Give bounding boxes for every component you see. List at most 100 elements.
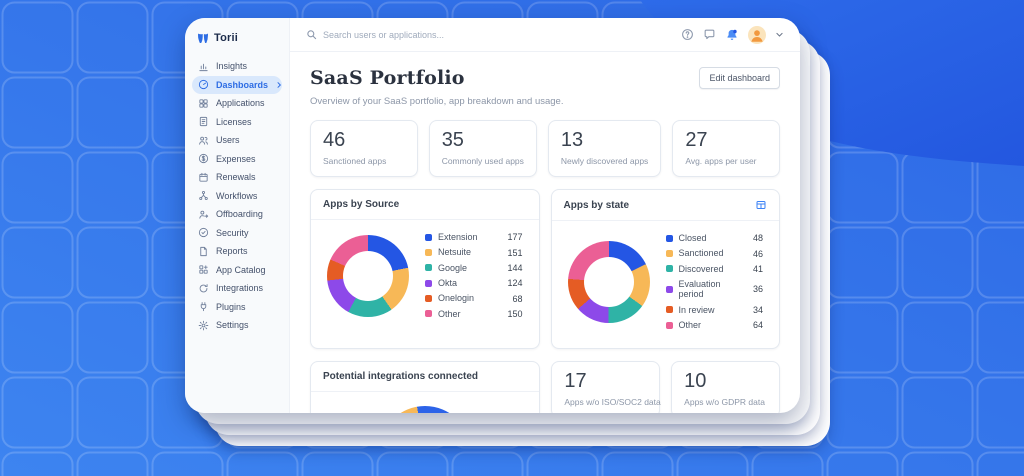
catalog-grid-plus-icon xyxy=(198,264,209,275)
sidebar-item-licenses[interactable]: Licenses xyxy=(192,113,282,132)
app-window-stack: Torii Insights Dashboards xyxy=(185,18,830,446)
apps-by-source-donut[interactable] xyxy=(327,234,409,317)
card-title: Apps by state xyxy=(563,199,630,211)
shield-check-icon xyxy=(198,227,209,238)
sidebar-nav: Insights Dashboards xyxy=(185,55,289,337)
gauge-icon xyxy=(198,79,209,90)
sidebar-item-security[interactable]: Security xyxy=(192,224,282,243)
stat-value: 10 xyxy=(684,370,707,392)
legend-item[interactable]: Other 150 xyxy=(425,309,523,319)
chat-icon[interactable] xyxy=(703,28,716,41)
legend-item[interactable]: Netsuite 151 xyxy=(425,247,523,258)
chart-body: Extension 177 Netsuite 151 xyxy=(311,220,539,329)
legend-swatch xyxy=(665,306,673,314)
sidebar-item-label: Expenses xyxy=(216,153,256,164)
sidebar-item-plugins[interactable]: Plugins xyxy=(192,298,282,317)
sidebar-item-reports[interactable]: Reports xyxy=(192,242,282,261)
sidebar-item-offboarding[interactable]: Offboarding xyxy=(192,205,282,224)
legend-item[interactable]: Discovered 41 xyxy=(665,264,763,274)
charts-row: Apps by Source Extension xyxy=(310,189,780,349)
sidebar-item-label: Applications xyxy=(216,98,265,109)
apps-by-state-donut[interactable] xyxy=(567,240,650,323)
sidebar-item-expenses[interactable]: Expenses xyxy=(192,150,282,169)
chart-body xyxy=(311,392,539,413)
torii-logo-icon xyxy=(196,31,210,45)
stat-value: 17 xyxy=(564,370,587,392)
donut-hole xyxy=(583,256,634,307)
sidebar-item-insights[interactable]: Insights xyxy=(192,57,282,76)
stat-card-commonly-used-apps[interactable]: 35 Commonly used apps xyxy=(428,120,537,177)
legend-item[interactable]: Other 64 xyxy=(665,320,763,330)
chevron-down-icon[interactable] xyxy=(775,30,784,39)
legend-swatch xyxy=(665,265,673,273)
main-area: SaaS Portfolio Edit dashboard Overview o… xyxy=(290,18,800,413)
page-title: SaaS Portfolio xyxy=(310,67,465,89)
legend-swatch xyxy=(425,233,432,241)
legend-swatch xyxy=(425,249,432,257)
sidebar-item-applications[interactable]: Applications xyxy=(192,94,282,113)
stat-label: Avg. apps per user xyxy=(685,156,757,166)
donut-hole xyxy=(343,250,393,301)
sidebar-item-label: Security xyxy=(216,227,249,238)
stat-card-newly-discovered-apps[interactable]: 13 Newly discovered apps xyxy=(547,120,662,177)
sidebar-item-app-catalog[interactable]: App Catalog xyxy=(192,261,282,280)
sidebar-item-workflows[interactable]: Workflows xyxy=(192,187,282,206)
stat-card-apps-wo-iso-soc2[interactable]: 17 Apps w/o ISO/SOC2 data xyxy=(551,361,661,413)
help-icon[interactable] xyxy=(681,28,694,41)
chart-legend: Closed 48 Sanctioned 46 xyxy=(665,233,766,330)
sidebar-item-label: Workflows xyxy=(216,190,258,201)
legend-swatch xyxy=(425,310,432,318)
legend-item[interactable]: Google 144 xyxy=(425,263,523,273)
legend-swatch xyxy=(665,285,673,293)
stat-label: Apps w/o ISO/SOC2 data xyxy=(564,397,661,407)
potential-integrations-card: Potential integrations connected xyxy=(310,361,541,413)
bar-chart-icon xyxy=(198,61,209,72)
legend-item[interactable]: Extension 177 xyxy=(425,232,523,242)
plug-icon xyxy=(198,301,209,312)
apps-by-state-card: Apps by state xyxy=(550,189,780,349)
card-header: Apps by Source xyxy=(311,190,539,220)
dollar-circle-icon xyxy=(198,153,209,164)
sidebar-item-label: Licenses xyxy=(216,116,252,127)
legend-item[interactable]: Okta 124 xyxy=(425,278,523,288)
sidebar-item-label: Dashboards xyxy=(216,79,269,90)
search-input[interactable] xyxy=(323,29,513,40)
edit-dashboard-button[interactable]: Edit dashboard xyxy=(699,67,780,89)
legend-item[interactable]: Evaluation period 36 xyxy=(665,279,763,300)
search-icon xyxy=(306,29,317,40)
sidebar-item-label: Insights xyxy=(216,61,248,72)
legend-swatch xyxy=(665,234,673,242)
users-icon xyxy=(198,135,209,146)
legend-swatch xyxy=(665,321,673,329)
dashboard-content: SaaS Portfolio Edit dashboard Overview o… xyxy=(290,52,800,413)
sidebar-item-users[interactable]: Users xyxy=(192,131,282,150)
sidebar-item-renewals[interactable]: Renewals xyxy=(192,168,282,187)
brand-logo[interactable]: Torii xyxy=(185,18,289,55)
sidebar-item-settings[interactable]: Settings xyxy=(192,316,282,335)
stat-card-sanctioned-apps[interactable]: 46 Sanctioned apps xyxy=(310,120,418,177)
user-avatar[interactable] xyxy=(748,25,766,44)
chevron-right-icon xyxy=(275,81,283,89)
legend-item[interactable]: Sanctioned 46 xyxy=(665,248,763,259)
table-view-icon[interactable] xyxy=(755,199,767,211)
legend-item[interactable]: Onelogin 68 xyxy=(425,293,523,304)
sidebar-item-dashboards[interactable]: Dashboards xyxy=(192,75,283,94)
sidebar-item-label: App Catalog xyxy=(216,264,266,275)
notifications-bell-icon[interactable] xyxy=(725,28,739,42)
legend-item[interactable]: Closed 48 xyxy=(665,233,763,243)
sidebar-item-integrations[interactable]: Integrations xyxy=(192,279,282,298)
topbar xyxy=(290,18,800,52)
apps-by-source-card: Apps by Source Extension xyxy=(310,189,540,349)
legend-item[interactable]: In review 34 xyxy=(665,305,763,315)
stat-card-apps-wo-gdpr[interactable]: 10 Apps w/o GDPR data xyxy=(671,361,780,413)
sidebar-item-label: Integrations xyxy=(216,283,264,294)
stats-row: 46 Sanctioned apps 35 Commonly used apps… xyxy=(310,120,780,177)
potential-integrations-donut[interactable] xyxy=(379,406,472,413)
card-header: Apps by state xyxy=(551,190,779,221)
stat-value: 35 xyxy=(441,129,464,151)
legend-swatch xyxy=(425,295,432,303)
stat-label: Apps w/o GDPR data xyxy=(684,397,765,407)
stat-card-avg-apps-per-user[interactable]: 27 Avg. apps per user xyxy=(672,120,780,177)
workflow-branch-icon xyxy=(198,190,209,201)
